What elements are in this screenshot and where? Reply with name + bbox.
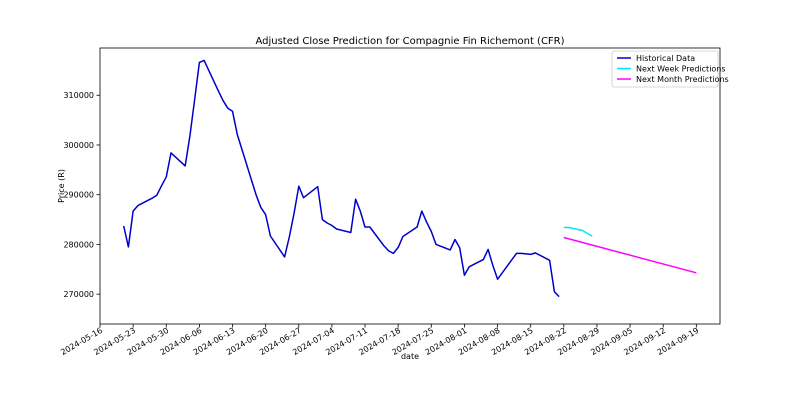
y-tick-label: 300000 (63, 141, 94, 150)
legend-label: Next Month Predictions (636, 75, 729, 84)
series-line-next-month-predictions (563, 236, 697, 274)
chart-title: Adjusted Close Prediction for Compagnie … (255, 36, 564, 47)
y-axis: 270000 280000 290000 300000 310000 (63, 91, 100, 299)
x-axis-label: date (401, 352, 419, 361)
y-tick-label: 310000 (63, 91, 94, 100)
y-tick-label: 290000 (63, 191, 94, 200)
series-line-historical-data (122, 59, 560, 298)
plot-area (99, 47, 721, 325)
series-line-next-week-predictions (563, 226, 593, 237)
legend-label: Next Week Predictions (636, 65, 726, 74)
legend-label: Historical Data (636, 54, 695, 63)
legend: Historical Data Next Week PredictionsNext… (611, 50, 729, 88)
legend-box (611, 50, 719, 88)
x-axis: 2024-05-162024-05-232024-05-302024-06-06… (59, 324, 700, 357)
y-axis-label: Price (R) (57, 169, 66, 203)
y-tick-label: 270000 (63, 290, 94, 299)
y-tick-label: 280000 (63, 240, 94, 249)
series-layer (122, 59, 697, 298)
